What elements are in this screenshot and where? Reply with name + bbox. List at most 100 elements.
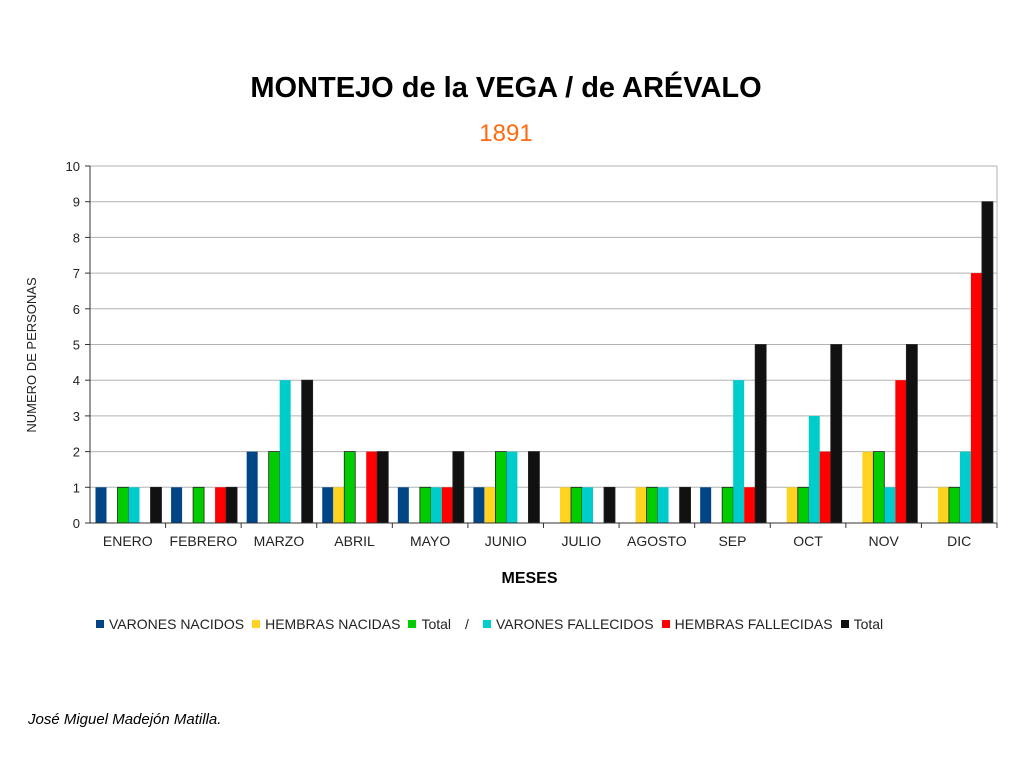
bar-agosto-5 [679,486,691,524]
bar-abril-2 [343,451,356,524]
legend-item: VARONES FALLECIDOS [482,616,654,632]
y-tick-label: 7 [73,266,80,281]
bar-dic-2 [948,486,961,524]
legend-item: Total [408,616,451,632]
legend-swatch [252,620,261,628]
legend-label: VARONES NACIDOS [109,616,245,632]
legend-label: HEMBRAS NACIDAS [265,616,401,632]
bar-marzo-0 [246,451,258,523]
legend-swatch [661,620,670,628]
legend-label: Total [421,616,452,632]
bar-abril-1 [333,487,345,523]
x-tick-label: MAYO [410,533,450,549]
bar-agosto-1 [635,487,647,523]
bar-julio-5 [603,486,616,524]
bar-oct-5 [830,344,843,524]
x-axis-title: MESES [501,570,557,587]
bar-sep-0 [700,487,712,523]
bar-sep-2 [721,486,734,524]
bar-dic-1 [937,487,949,523]
legend-swatch [408,620,417,628]
author-credit: José Miguel Madejón Matilla. [28,711,222,728]
bar-oct-2 [797,486,810,524]
bar-enero-3 [128,487,140,523]
x-tick-label: JULIO [561,533,601,549]
bar-abril-5 [376,451,389,524]
bar-mayo-0 [397,487,409,523]
bar-oct-4 [819,451,831,523]
bar-junio-0 [473,487,485,523]
bar-mayo-3 [430,487,442,523]
y-tick-label: 9 [73,195,80,210]
x-tick-label: OCT [793,533,823,549]
bar-junio-3 [506,451,518,523]
x-tick-label: FEBRERO [170,533,238,549]
legend-label: HEMBRAS FALLECIDAS [674,616,833,632]
bar-enero-0 [95,487,107,523]
bar-mayo-4 [441,487,453,523]
y-tick-label: 3 [73,409,80,424]
bar-febrero-4 [215,487,227,523]
bar-julio-2 [570,486,583,524]
legend-item: HEMBRAS NACIDAS [252,616,400,632]
legend-swatch [840,620,849,628]
bar-oct-1 [786,487,798,523]
bar-nov-1 [862,451,874,523]
x-tick-label: ENERO [103,533,153,549]
bar-abril-0 [322,487,334,523]
bar-junio-2 [495,451,507,524]
y-tick-label: 6 [73,302,80,317]
bar-sep-5 [754,344,767,524]
y-tick-label: 8 [73,230,80,245]
y-axis-title: NUMERO DE PERSONAS [24,277,39,433]
bar-enero-5 [150,486,162,524]
bar-junio-1 [484,487,496,523]
x-tick-label: AGOSTO [627,533,687,549]
bar-nov-5 [905,344,918,524]
bar-nov-2 [872,451,885,524]
bar-julio-1 [560,487,571,523]
bar-marzo-5 [301,379,314,524]
y-tick-label: 1 [73,480,80,495]
bar-nov-3 [884,487,896,523]
bar-sep-3 [733,380,745,523]
legend-item: VARONES NACIDOS [96,616,244,632]
legend-swatch [482,620,491,628]
y-tick-label: 2 [73,445,80,460]
chart-subtitle: 1891 [479,120,533,147]
bar-julio-3 [582,487,593,523]
bar-febrero-5 [225,486,238,524]
bar-dic-3 [959,451,971,523]
x-tick-label: DIC [947,533,971,549]
x-tick-label: JUNIO [485,533,527,549]
y-tick-label: 10 [66,159,80,174]
y-tick-label: 0 [73,516,80,531]
legend: VARONES NACIDOS HEMBRAS NACIDAS Total / VARO… [96,616,891,632]
x-tick-label: SEP [718,533,746,549]
bar-dic-4 [970,273,982,523]
x-tick-label: MARZO [254,533,305,549]
bar-mayo-2 [419,486,432,524]
bar-nov-4 [895,380,907,523]
legend-separator: / [465,616,469,632]
legend-item: HEMBRAS FALLECIDAS [661,616,833,632]
x-tick-label: NOV [868,533,899,549]
bar-febrero-0 [171,487,183,523]
bar-agosto-2 [646,486,658,524]
legend-item: Total [840,616,884,632]
legend-swatch [96,620,104,628]
bar-dic-5 [981,201,994,524]
bar-oct-3 [808,415,820,523]
legend-label: Total [853,616,884,632]
bar-mayo-5 [452,451,465,524]
bar-sep-4 [744,487,756,523]
x-tick-label: ABRIL [334,533,375,549]
y-tick-label: 4 [73,373,80,388]
bar-junio-5 [528,451,540,524]
legend-label: VARONES FALLECIDOS [495,616,654,632]
bar-enero-2 [117,486,129,524]
bar-febrero-2 [192,486,205,524]
chart-title: MONTEJO de la VEGA / de ARÉVALO [250,72,762,104]
bar-agosto-3 [657,487,669,523]
